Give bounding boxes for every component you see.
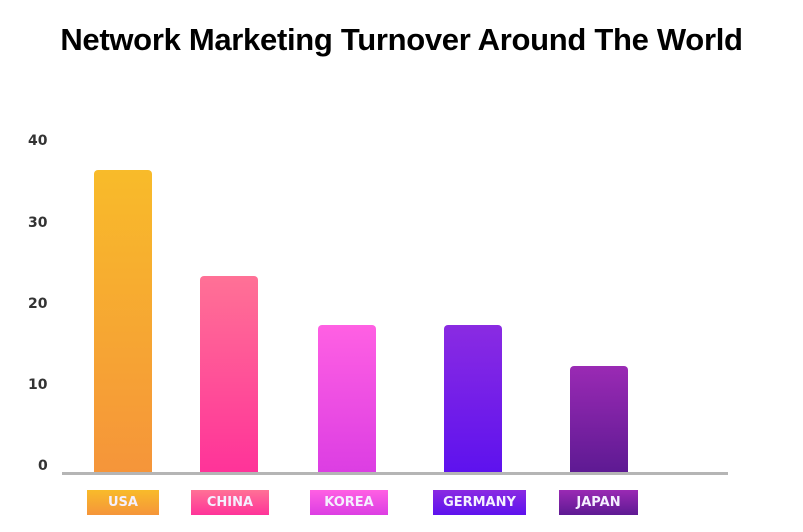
bar-germany: [444, 325, 502, 472]
category-label-china: CHINA: [191, 490, 269, 515]
y-tick-20: 20: [28, 296, 48, 312]
x-axis-line: [62, 472, 728, 475]
bar-usa: [94, 170, 152, 472]
category-label-japan: JAPAN: [559, 490, 638, 515]
category-label-usa: USA: [87, 490, 159, 515]
bar-korea: [318, 325, 376, 472]
y-tick-10: 10: [28, 377, 48, 393]
category-label-korea: KOREA: [310, 490, 388, 515]
y-tick-40: 40: [28, 133, 48, 149]
bar-japan: [570, 366, 628, 472]
category-label-germany: GERMANY: [433, 490, 526, 515]
y-tick-30: 30: [28, 215, 48, 231]
y-tick-0: 0: [38, 458, 48, 474]
chart-title: Network Marketing Turnover Around The Wo…: [60, 22, 743, 57]
bar-china: [200, 276, 258, 472]
